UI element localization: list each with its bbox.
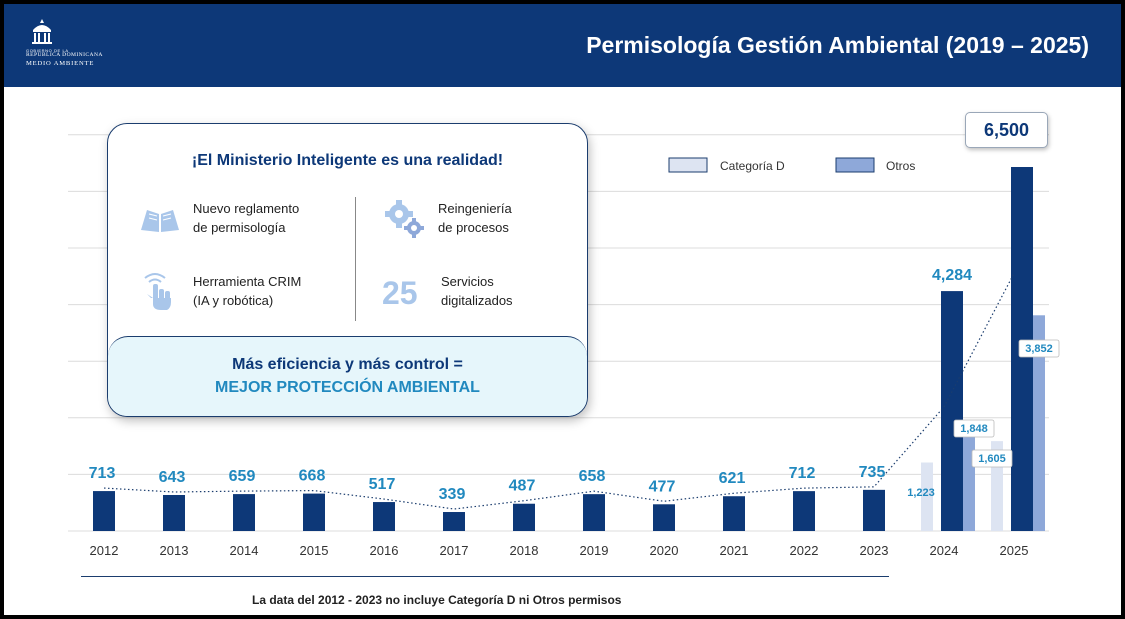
value-label-2012: 713 bbox=[89, 465, 116, 482]
value-label-otros-2025-box bbox=[1018, 339, 1060, 358]
value-label-2021: 621 bbox=[719, 470, 746, 487]
value-label-2020: 477 bbox=[649, 478, 676, 495]
bar-total-2024 bbox=[941, 291, 963, 531]
feature-crim-tool-line1: Herramienta CRIM bbox=[193, 274, 302, 289]
value-label-2017: 339 bbox=[439, 486, 466, 503]
slide: GOBIERNO DE LA REPÚBLICA DOMINICANA MEDI… bbox=[4, 4, 1121, 615]
value-label-2014: 659 bbox=[229, 468, 256, 485]
card-footer-line2: MEJOR PROTECCIÓN AMBIENTAL bbox=[215, 379, 480, 396]
digital-services-count: 25 bbox=[382, 275, 418, 311]
bar-total-2023 bbox=[863, 489, 885, 531]
bar-total-2017 bbox=[443, 512, 465, 531]
book-icon bbox=[141, 210, 179, 232]
value-label-categoria-d-2025: 1,605 bbox=[978, 453, 1006, 465]
bar-total-2016 bbox=[373, 502, 395, 531]
chart-x-ticks: 2012 2013 2014 2015 2016 2017 2018 2019 2020 2021… bbox=[90, 543, 1029, 558]
x-tick-2015: 2015 bbox=[300, 543, 329, 558]
chart-legend: Categoría D Otros bbox=[668, 157, 915, 173]
card-divider bbox=[355, 197, 356, 321]
card-footer-line1: Más eficiencia y más control = bbox=[232, 356, 463, 373]
x-tick-2017: 2017 bbox=[440, 543, 469, 558]
feature-crim-tool: Herramienta CRIM (IA y robótica) bbox=[193, 272, 301, 310]
bar-total-2012 bbox=[93, 491, 115, 531]
value-label-2016: 517 bbox=[369, 476, 396, 493]
bar-otros-2025 bbox=[1033, 315, 1045, 531]
bar-total-2015 bbox=[303, 493, 325, 531]
value-label-2024: 4,284 bbox=[932, 267, 972, 284]
x-tick-2013: 2013 bbox=[160, 543, 189, 558]
logo-line-3: MEDIO AMBIENTE bbox=[26, 60, 95, 67]
chart-bars bbox=[93, 167, 1045, 531]
shield-crest-icon bbox=[32, 19, 52, 44]
page-title: Permisología Gestión Ambiental (2019 – 2… bbox=[586, 32, 1089, 58]
feature-digital-services-line2: digitalizados bbox=[441, 293, 513, 308]
card-title: ¡El Ministerio Inteligente es una realid… bbox=[191, 152, 504, 169]
value-label-2023: 735 bbox=[859, 464, 886, 481]
bar-total-2014 bbox=[233, 494, 255, 531]
value-label-2019: 658 bbox=[579, 468, 606, 485]
x-tick-2025: 2025 bbox=[1000, 543, 1029, 558]
footnote-rule bbox=[81, 576, 889, 577]
legend-swatch-categoria-d bbox=[668, 157, 708, 173]
gears-icon bbox=[385, 200, 424, 238]
legend-swatch-otros bbox=[835, 157, 875, 173]
feature-reengineering-line1: Reingeniería bbox=[438, 201, 512, 216]
card-footer: Más eficiencia y más control = MEJOR PRO… bbox=[108, 336, 587, 416]
logo-line-2: REPÚBLICA DOMINICANA bbox=[26, 52, 103, 58]
value-label-otros-2024-box bbox=[953, 419, 995, 438]
value-label-2013: 643 bbox=[159, 469, 186, 486]
x-tick-2023: 2023 bbox=[860, 543, 889, 558]
feature-crim-tool-line2: (IA y robótica) bbox=[193, 293, 274, 308]
feature-reengineering: Reingeniería de procesos bbox=[438, 199, 512, 237]
bar-total-2019 bbox=[583, 494, 605, 531]
logo-line-1: GOBIERNO DE LA bbox=[26, 48, 69, 53]
x-tick-2024: 2024 bbox=[930, 543, 959, 558]
legend-label-categoria-d: Categoría D bbox=[720, 159, 785, 173]
value-label-categoria-d-2025-box bbox=[971, 449, 1013, 468]
chart-value-labels: 713 643 659 668 517 339 487 658 477 621 712 735 4,28… bbox=[89, 267, 1060, 503]
value-label-otros-2024: 1,848 bbox=[960, 423, 988, 435]
bar-total-2021 bbox=[723, 496, 745, 531]
value-label-otros-2025: 3,852 bbox=[1025, 343, 1053, 355]
info-card: ¡El Ministerio Inteligente es una realid… bbox=[107, 123, 588, 417]
header-bar: GOBIERNO DE LA REPÚBLICA DOMINICANA MEDI… bbox=[4, 4, 1121, 87]
x-tick-2020: 2020 bbox=[650, 543, 679, 558]
x-tick-2014: 2014 bbox=[230, 543, 259, 558]
feature-regulation-line1: Nuevo reglamento bbox=[193, 201, 300, 216]
trend-polyline bbox=[103, 273, 1015, 510]
bar-total-2018 bbox=[513, 503, 535, 531]
bar-total-2013 bbox=[163, 494, 185, 531]
value-label-2022: 712 bbox=[789, 465, 816, 482]
highlight-value-badge: 6,500 bbox=[965, 112, 1048, 148]
x-tick-2019: 2019 bbox=[580, 543, 609, 558]
value-label-categoria-d-2024: 1,223 bbox=[907, 487, 935, 499]
government-logo: GOBIERNO DE LA REPÚBLICA DOMINICANA MEDI… bbox=[26, 18, 136, 74]
bar-otros-2024 bbox=[963, 427, 975, 531]
feature-reengineering-line2: de procesos bbox=[438, 220, 509, 235]
value-label-2015: 668 bbox=[299, 468, 326, 485]
bar-total-2022 bbox=[793, 491, 815, 531]
feature-digital-services-line1: Servicios bbox=[441, 274, 494, 289]
feature-digital-services: Servicios digitalizados bbox=[441, 272, 513, 310]
x-tick-2021: 2021 bbox=[720, 543, 749, 558]
bar-total-2020 bbox=[653, 504, 675, 531]
permits-bar-chart: 713 643 659 668 517 339 487 658 477 621 712 735 4,28… bbox=[68, 134, 1060, 558]
touch-hand-icon bbox=[144, 273, 171, 310]
bar-categoria-d-2024 bbox=[921, 462, 933, 531]
feature-regulation-line2: de permisología bbox=[193, 220, 286, 235]
legend-label-otros: Otros bbox=[886, 159, 915, 173]
footnote: La data del 2012 - 2023 no incluye Categ… bbox=[252, 593, 622, 607]
trend-line bbox=[103, 273, 1015, 510]
x-tick-2018: 2018 bbox=[510, 543, 539, 558]
x-tick-2016: 2016 bbox=[370, 543, 399, 558]
x-tick-2022: 2022 bbox=[790, 543, 819, 558]
value-label-2018: 487 bbox=[509, 478, 536, 495]
feature-regulation: Nuevo reglamento de permisología bbox=[193, 199, 299, 237]
x-tick-2012: 2012 bbox=[90, 543, 119, 558]
